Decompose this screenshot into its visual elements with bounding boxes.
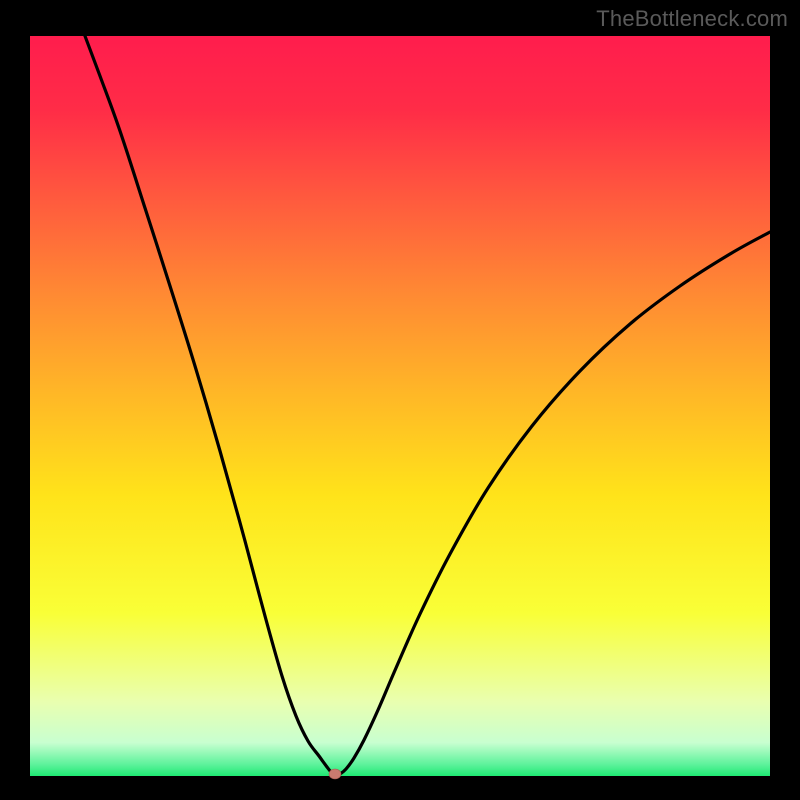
- watermark-text: TheBottleneck.com: [596, 6, 788, 32]
- bottleneck-curve: [85, 36, 770, 776]
- plot-area: [30, 36, 770, 776]
- minimum-marker: [329, 769, 341, 779]
- curve-layer: [30, 36, 770, 776]
